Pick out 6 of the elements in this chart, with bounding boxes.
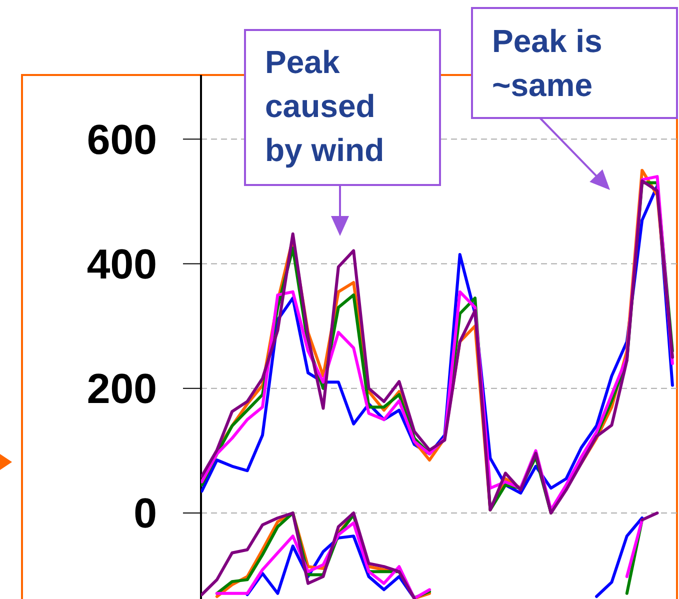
annotation: Peak is ~same [492, 23, 602, 103]
annotation: Peak caused by wind [265, 44, 384, 168]
y-tick-label: 400 [86, 240, 157, 288]
y-tick-label: 200 [86, 365, 157, 412]
y-tick-label: 600 [86, 116, 157, 163]
y-tick-label: 0 [134, 490, 157, 537]
